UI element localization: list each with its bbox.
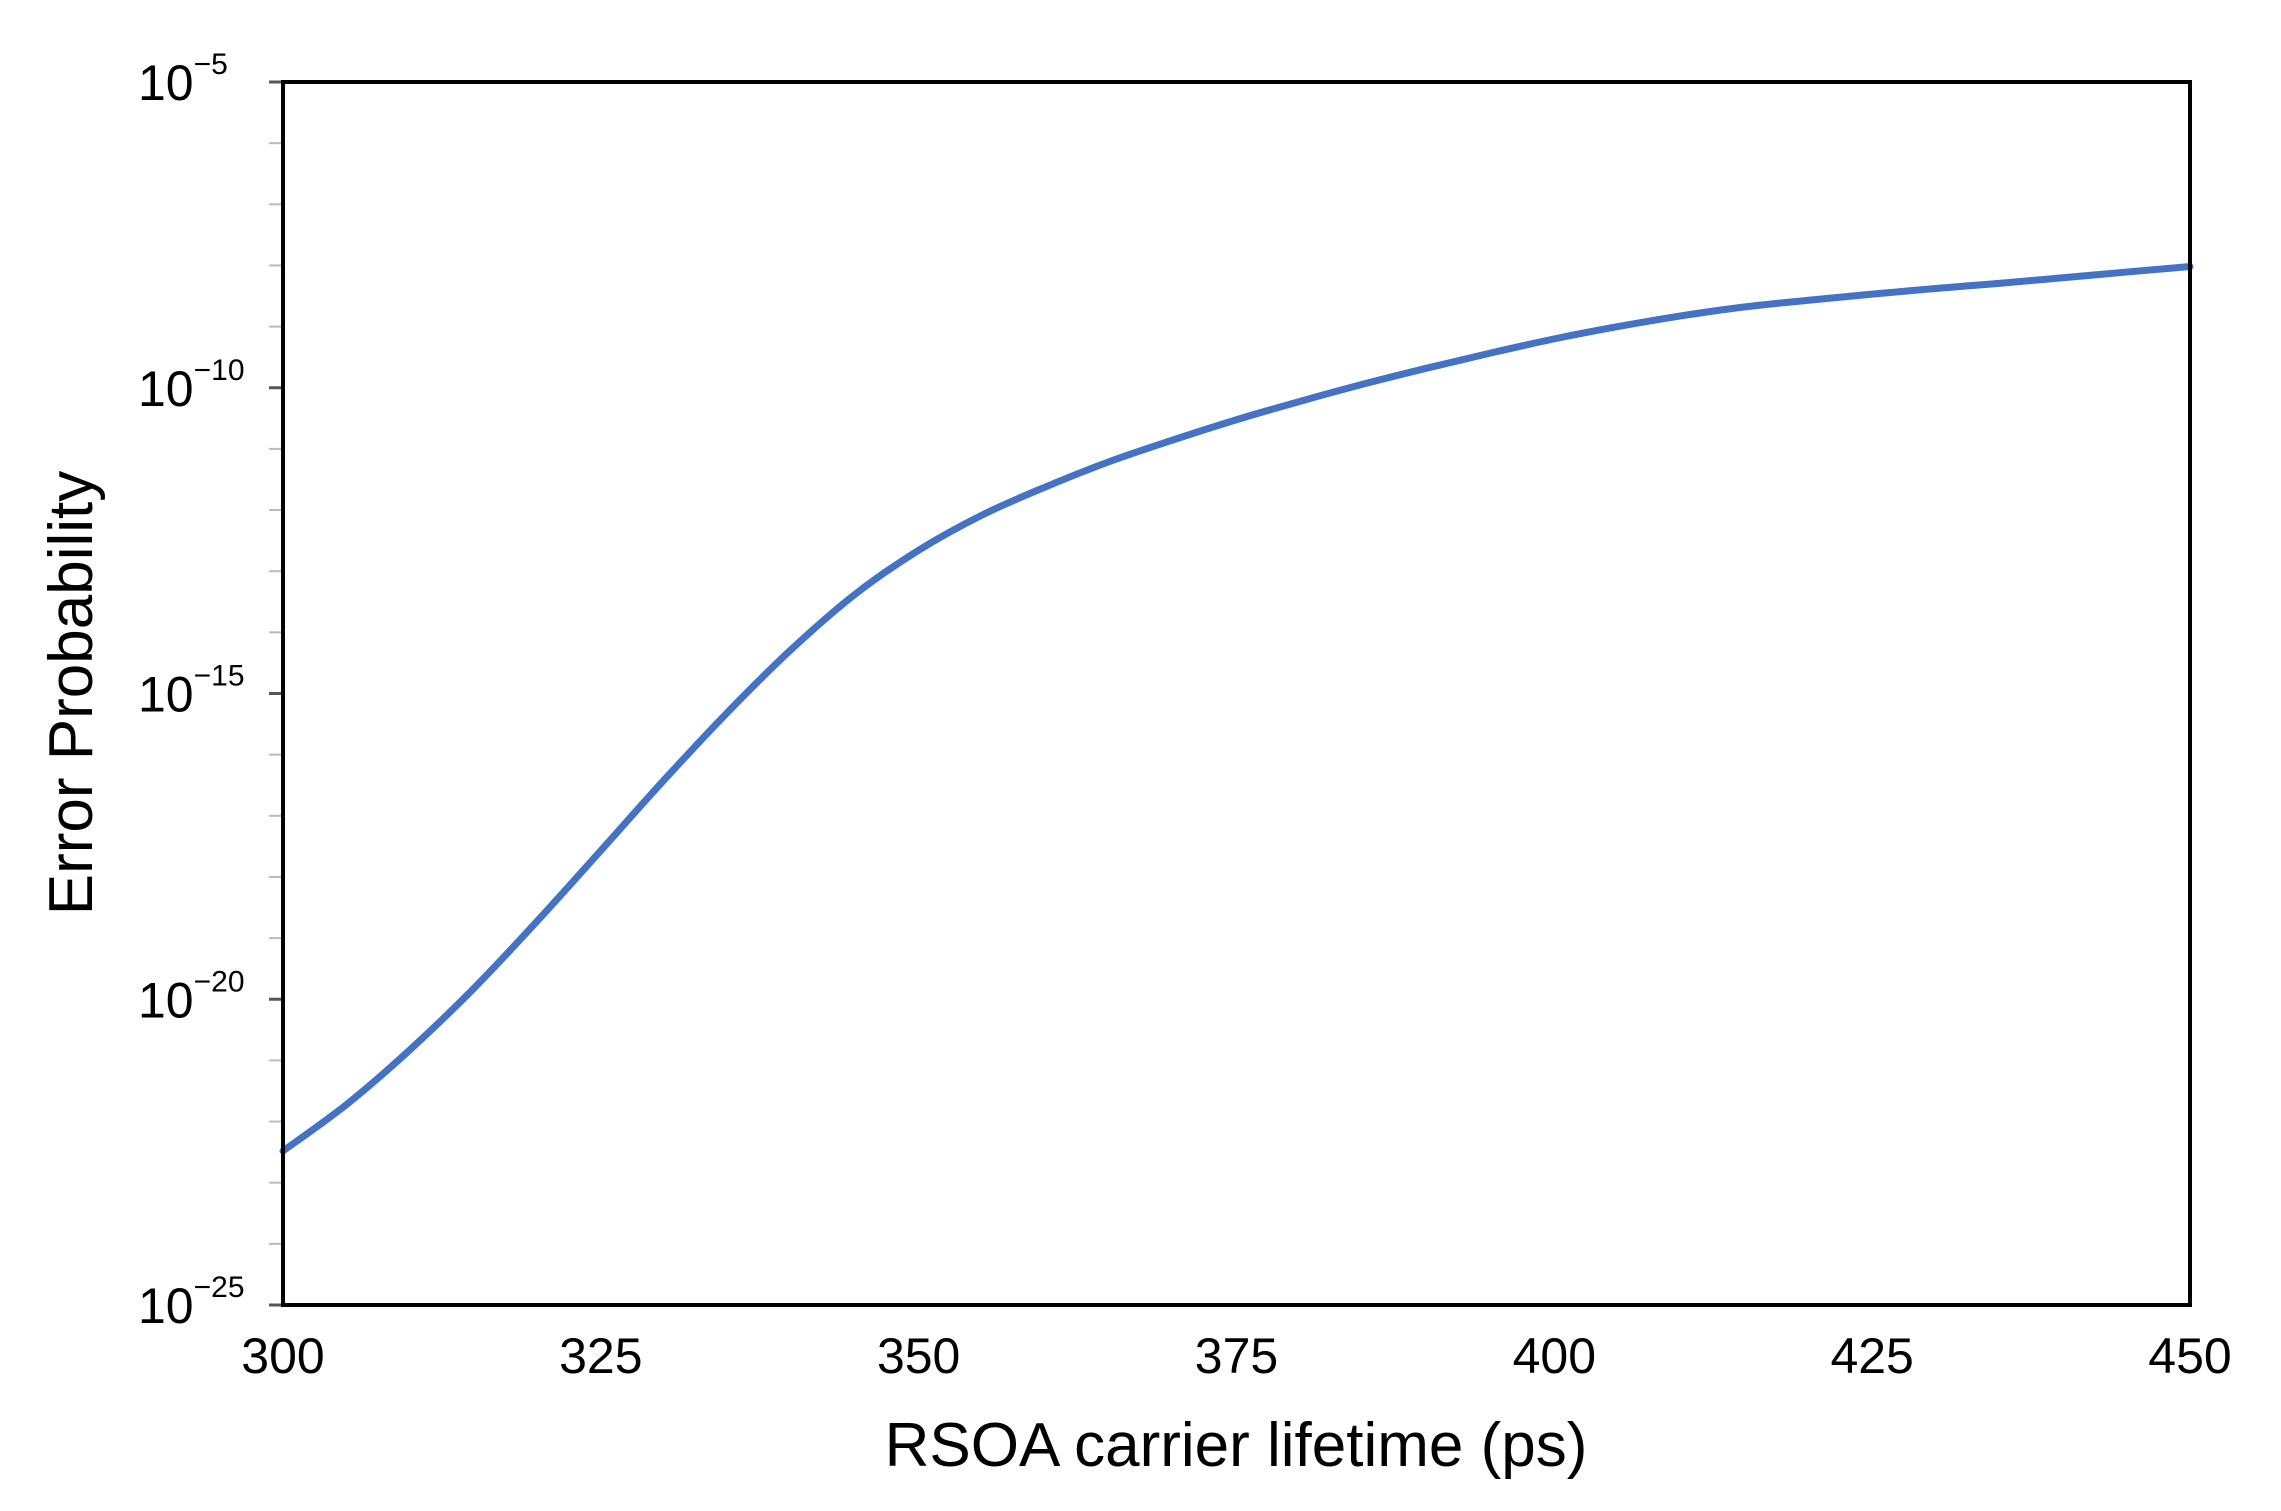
y-tick-label-exponent: −5: [194, 48, 228, 81]
y-tick-label-base: 10: [138, 361, 194, 417]
y-axis-ticks: [269, 80, 283, 1307]
plot-frame: [281, 80, 2192, 1307]
y-tick-label: 10−10: [138, 354, 245, 417]
x-tick-label: 375: [1195, 1328, 1278, 1384]
x-tick-label: 425: [1830, 1328, 1913, 1384]
series-line: [279, 263, 2194, 1155]
series-layer: [279, 263, 2194, 1155]
x-tick-label: 450: [2148, 1328, 2231, 1384]
x-tick-label: 325: [559, 1328, 642, 1384]
y-tick-label-exponent: −20: [194, 965, 245, 998]
y-tick-label-base: 10: [138, 1278, 194, 1334]
y-tick-label-base: 10: [138, 667, 194, 723]
x-tick-label: 400: [1513, 1328, 1596, 1384]
y-tick-label: 10−5: [138, 48, 228, 111]
y-tick-label-base: 10: [138, 972, 194, 1028]
plot-area: [283, 82, 2190, 1305]
y-tick-label: 10−20: [138, 965, 245, 1028]
y-tick-label: 10−25: [138, 1271, 245, 1334]
y-tick-label-exponent: −25: [194, 1271, 245, 1304]
y-axis-label: Error Probability: [37, 471, 106, 915]
y-tick-label-exponent: −10: [194, 354, 245, 387]
x-axis-label: RSOA carrier lifetime (ps): [885, 1411, 1588, 1480]
y-tick-label: 10−15: [138, 660, 245, 723]
x-tick-label: 350: [877, 1328, 960, 1384]
y-tick-label-base: 10: [138, 55, 194, 111]
x-axis-tick-labels: 300 325 350 375 400 425 450: [241, 1328, 2231, 1384]
x-tick-label: 300: [241, 1328, 324, 1384]
y-tick-label-exponent: −15: [194, 660, 245, 693]
